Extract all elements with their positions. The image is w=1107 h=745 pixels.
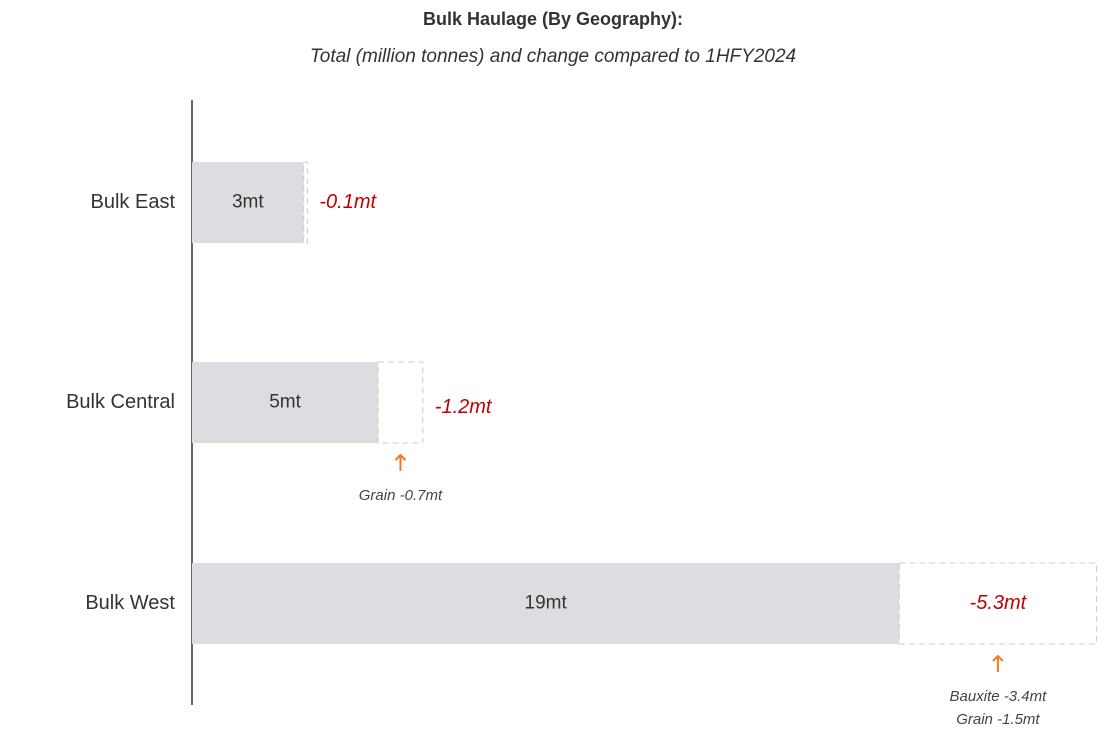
value-label: 3mt: [232, 192, 264, 213]
arrow: [992, 654, 1004, 672]
annotation: Grain -0.7mt: [359, 487, 443, 504]
bar: [192, 362, 379, 443]
value-label: 5mt: [269, 392, 301, 413]
change-label: -1.2mt: [435, 396, 493, 418]
annotation: Bauxite -3.4mt: [950, 688, 1048, 705]
change-box: [303, 161, 308, 244]
change-box: [377, 361, 424, 444]
chart-subtitle: Total (million tonnes) and change compar…: [310, 46, 796, 67]
change-label: -5.3mt: [970, 592, 1028, 614]
bar: [192, 162, 304, 243]
category-label: Bulk West: [85, 592, 175, 614]
change-label: -0.1mt: [319, 191, 377, 213]
bar: [192, 563, 900, 644]
annotation: Grain -1.5mt: [956, 711, 1040, 728]
category-label: Bulk Central: [66, 391, 175, 413]
arrow: [394, 453, 407, 471]
category-label: Bulk East: [91, 191, 176, 213]
chart-title: Bulk Haulage (By Geography):: [423, 9, 683, 29]
value-label: 19mt: [525, 593, 568, 614]
